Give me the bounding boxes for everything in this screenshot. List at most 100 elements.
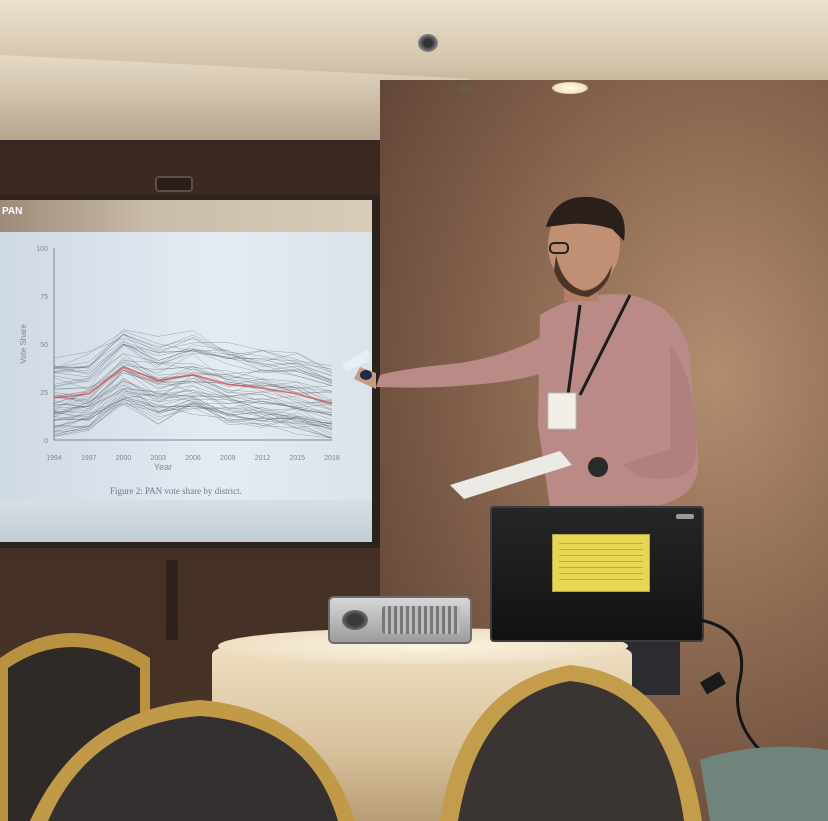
y-tick-label: 0 — [44, 438, 48, 445]
district-line — [53, 344, 333, 385]
x-axis-label: Year — [154, 462, 172, 472]
district-line — [53, 388, 333, 434]
district-line — [53, 370, 333, 411]
district-line — [53, 404, 333, 437]
district-line — [53, 398, 333, 439]
projector-vent — [382, 606, 460, 634]
x-tick-label: 2003 — [150, 455, 166, 462]
x-tick-label: 2009 — [220, 455, 236, 462]
district-line — [53, 403, 333, 432]
district-line — [53, 340, 333, 381]
lanyard — [566, 294, 632, 396]
chart-ticks: 100 75 50 25 0 1994 1997 2000 2003 2006 2009 2012 20… — [19, 246, 340, 472]
district-line — [53, 384, 333, 418]
projector-lens-icon — [342, 610, 368, 630]
district-line — [53, 343, 333, 385]
vote-share-chart: 100 75 50 25 0 1994 1997 2000 2003 2006 2009 2012 20… — [19, 246, 340, 472]
chair-front-right — [440, 665, 702, 821]
x-tick-label: 2012 — [255, 455, 271, 462]
y-tick-label: 100 — [36, 246, 48, 253]
district-line — [53, 343, 333, 386]
second-paper-sheet — [450, 451, 572, 499]
district-line — [53, 337, 333, 372]
district-line — [53, 364, 333, 402]
district-line — [53, 372, 333, 411]
y-tick-label: 50 — [40, 342, 48, 349]
presenter — [342, 196, 699, 695]
district-line — [53, 330, 333, 370]
projection-screen: PAN 100 75 50 25 0 1994 1997 2000 2003 2006 2009 20… — [0, 200, 372, 542]
laptop-cable — [699, 618, 762, 752]
y-tick-label: 75 — [40, 294, 48, 301]
district-line — [53, 400, 333, 439]
security-camera — [418, 34, 438, 52]
district-line — [53, 400, 333, 437]
x-tick-label: 1997 — [81, 455, 97, 462]
district-line — [53, 401, 333, 439]
y-axis-label: Vote Share — [19, 324, 28, 364]
laptop-sticker — [552, 534, 650, 592]
district-line — [53, 397, 333, 439]
ceiling-projector-mount — [155, 176, 193, 192]
district-line — [53, 390, 333, 420]
district-line — [53, 378, 333, 425]
presenter-pointing-arm — [376, 335, 564, 388]
district-line — [53, 353, 333, 397]
district-line — [53, 344, 333, 390]
district-line — [53, 399, 333, 433]
district-line — [53, 388, 333, 439]
laptop-lid — [490, 506, 704, 642]
laptop-logo-icon — [676, 514, 694, 519]
district-line — [53, 393, 333, 423]
district-line — [53, 353, 333, 383]
district-line — [53, 334, 333, 372]
held-papers — [342, 349, 370, 371]
chair-front-center — [30, 700, 355, 821]
presenter-hair — [546, 196, 625, 241]
y-tick-label: 25 — [40, 390, 48, 397]
x-tick-label: 2018 — [324, 455, 340, 462]
presenter-right-arm — [622, 345, 697, 479]
x-tick-label: 1994 — [46, 455, 62, 462]
district-lines — [53, 329, 333, 439]
district-line — [53, 385, 333, 422]
district-line — [53, 369, 333, 414]
name-badge — [547, 392, 577, 430]
district-line — [53, 395, 333, 430]
sticker-text-lines — [559, 543, 643, 583]
district-line — [53, 337, 333, 383]
district-line — [53, 369, 333, 405]
presenter-beard — [554, 255, 612, 297]
district-line — [53, 374, 333, 415]
laser-pointer — [360, 370, 372, 380]
district-line — [53, 333, 333, 376]
district-line — [53, 398, 333, 425]
district-line — [53, 343, 333, 388]
district-line — [53, 359, 333, 398]
district-line — [53, 377, 333, 430]
district-line — [53, 384, 333, 429]
district-line — [53, 367, 333, 412]
average-line — [53, 366, 333, 405]
ceiling-sensor — [458, 86, 476, 94]
district-line — [53, 343, 333, 374]
district-line — [53, 368, 333, 406]
ceiling-downlight — [552, 82, 588, 94]
screen-lower-area — [0, 500, 372, 542]
district-line — [53, 381, 333, 431]
district-line — [53, 360, 333, 390]
district-line — [53, 369, 333, 417]
district-line — [53, 361, 333, 406]
chart-axes — [53, 248, 332, 441]
district-line — [53, 329, 333, 374]
district-line — [53, 395, 333, 431]
table-projector — [328, 596, 472, 644]
average-line-group — [53, 366, 333, 405]
district-line — [53, 333, 333, 381]
district-line — [53, 393, 333, 432]
district-line — [53, 389, 333, 421]
wristwatch-icon — [588, 457, 608, 477]
district-line — [53, 380, 333, 414]
district-line — [53, 333, 333, 377]
